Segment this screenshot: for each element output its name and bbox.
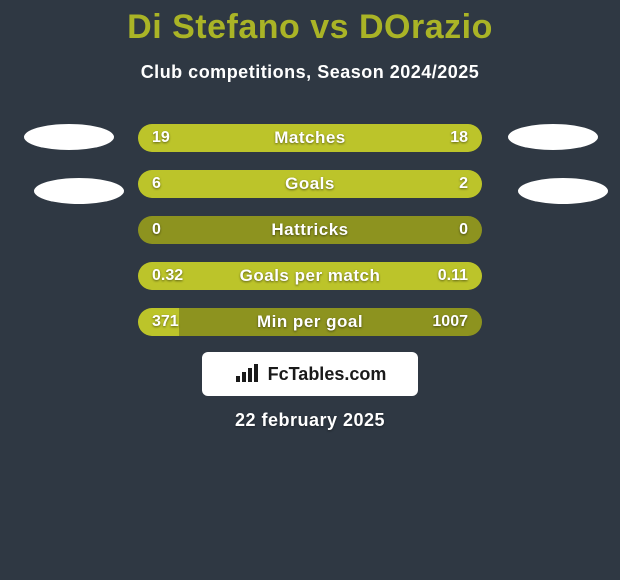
stat-label: Min per goal xyxy=(138,308,482,336)
stat-row: Matches19 18 xyxy=(0,124,620,152)
stat-label: Goals xyxy=(138,170,482,198)
stat-value-right: 0 xyxy=(459,216,468,244)
page-title: Di Stefano vs DOrazio xyxy=(0,8,620,47)
stat-value-right: 0.11 xyxy=(438,262,468,290)
brand-text: FcTables.com xyxy=(268,364,387,385)
bars-icon xyxy=(234,364,262,384)
stat-value-left: 0 xyxy=(152,216,161,244)
stat-value-left: 6 xyxy=(152,170,161,198)
stat-value-left: 0.32 xyxy=(152,262,183,290)
stat-value-left: 371 xyxy=(152,308,179,336)
comparison-infographic: Di Stefano vs DOrazio Club competitions,… xyxy=(0,0,620,580)
stat-value-right: 2 xyxy=(459,170,468,198)
brand-badge: FcTables.com xyxy=(202,352,418,396)
page-subtitle: Club competitions, Season 2024/2025 xyxy=(0,62,620,83)
footer-date: 22 february 2025 xyxy=(0,410,620,431)
stat-value-right: 1007 xyxy=(432,308,468,336)
stat-label: Hattricks xyxy=(138,216,482,244)
stat-row: Goals per match0.32 0.11 xyxy=(0,262,620,290)
stat-row: Hattricks0 0 xyxy=(0,216,620,244)
stat-value-right: 18 xyxy=(450,124,468,152)
stat-value-left: 19 xyxy=(152,124,170,152)
stat-row: Goals6 2 xyxy=(0,170,620,198)
stat-label: Matches xyxy=(138,124,482,152)
stat-label: Goals per match xyxy=(138,262,482,290)
stat-row: Min per goal371 1007 xyxy=(0,308,620,336)
